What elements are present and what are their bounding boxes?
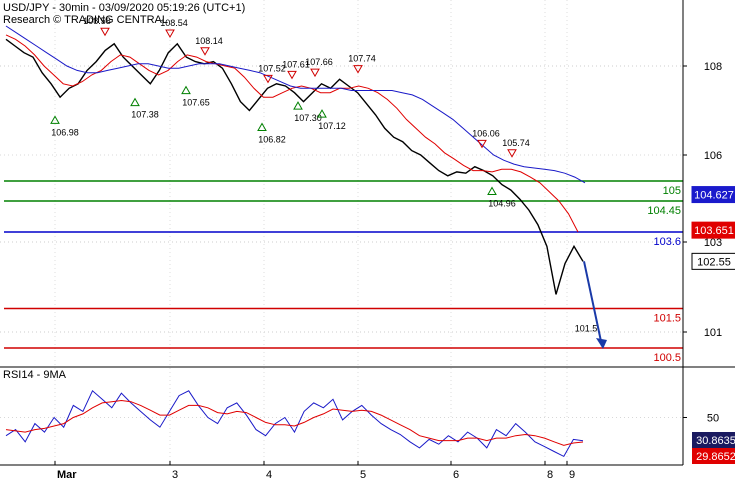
price-tag-label: 103.651	[694, 225, 734, 237]
pivot-high-label: 108.54	[160, 18, 188, 28]
pivot-low-label: 107.30	[294, 113, 322, 123]
y-tick-label: 103	[704, 237, 722, 249]
pivot-low-marker	[50, 115, 60, 124]
pivot-low-marker	[257, 122, 267, 132]
x-tick-label: 8	[547, 469, 553, 480]
pivot-low-label: 107.65	[182, 98, 210, 108]
x-tick-label: 3	[172, 469, 178, 480]
pivot-low-label: 107.12	[318, 121, 346, 131]
y-tick-label: 108	[704, 61, 722, 73]
y-tick-label: 106	[704, 150, 722, 162]
pivot-high-label: 106.06	[472, 128, 500, 138]
pivot-low-marker	[130, 97, 140, 107]
ma-slow-line	[5, 25, 586, 184]
price-tag-box	[691, 252, 735, 270]
pivot-high-marker	[477, 139, 487, 149]
x-tick-label: Mar	[57, 469, 77, 480]
x-tick-label: 9	[569, 469, 575, 480]
pivot-high-marker	[507, 149, 517, 158]
chart-subtitle: Research © TRADING CENTRAL	[3, 14, 168, 26]
pivot-low-marker	[181, 85, 191, 95]
level-lines: 105 104.45 103.6 101.5 100.5	[4, 180, 683, 364]
pivot-high-marker	[100, 27, 110, 37]
rsi-ma-line	[5, 399, 584, 446]
level-label: 104.45	[647, 205, 681, 217]
pivot-high-marker	[165, 29, 175, 39]
x-tick-label: 6	[453, 469, 459, 480]
price-tag-box	[691, 186, 735, 204]
pivot-high-label: 107.61	[282, 59, 310, 69]
pivot-high-label: 108.58	[83, 16, 111, 26]
level-label: 103.6	[653, 236, 681, 248]
price-series	[5, 25, 586, 295]
pivot-high-label: 107.74	[348, 54, 376, 64]
rsi-tag-box	[692, 432, 735, 448]
pivot-low-label: 107.38	[131, 110, 159, 120]
rsi-tag-box	[692, 448, 735, 464]
level-label: 105	[663, 185, 681, 197]
price-line	[5, 38, 584, 295]
pivot-high-marker	[200, 47, 210, 56]
rsi-line	[5, 389, 584, 458]
pivot-low-label: 106.98	[51, 127, 79, 137]
pivot-high-marker	[353, 65, 363, 74]
price-tag-box	[691, 221, 735, 239]
rsi-panel: RSI14 - 9MA	[0, 366, 735, 458]
projection-arrow-shaft	[583, 261, 603, 347]
pivot-low-label: 106.82	[258, 135, 286, 145]
pivot-low-marker	[487, 186, 497, 195]
x-tick-label: 4	[266, 469, 272, 480]
pivot-high-label: 107.52	[258, 63, 286, 73]
pivot-high-label: 108.14	[195, 36, 223, 46]
chart-title: USD/JPY - 30min - 03/09/2020 05:19:26 (U…	[3, 2, 245, 14]
pivot-high-marker	[287, 70, 297, 80]
projection-arrow-head	[596, 338, 607, 349]
rsi-tag-label: 29.8652	[696, 451, 735, 463]
pivot-low-marker	[317, 109, 327, 118]
rsi-tag-label: 30.8635	[696, 435, 735, 447]
target-label: 101.5	[575, 324, 598, 334]
x-tick-label: 5	[360, 469, 366, 480]
rsi-title: RSI14 - 9MA	[3, 369, 67, 381]
price-tag-label: 104.627	[694, 190, 734, 202]
ma-fast-line	[5, 34, 579, 233]
price-tag-label: 102.55	[697, 256, 731, 268]
pivot-low-marker	[293, 101, 303, 110]
pivot-high-label: 105.74	[502, 138, 530, 148]
level-label: 100.5	[653, 352, 681, 364]
pivot-low-label: 104.96	[488, 198, 516, 208]
pivot-high-marker	[263, 74, 273, 84]
price-tags: 104.627 103.651 102.55 30.8635 29.8652	[691, 186, 735, 464]
pivot-high-label: 107.66	[305, 57, 333, 67]
y-tick-label: 101	[704, 327, 722, 339]
rsi-y-tick-label: 50	[707, 413, 719, 425]
level-label: 101.5	[653, 313, 681, 325]
pivot-high-marker	[310, 68, 320, 78]
